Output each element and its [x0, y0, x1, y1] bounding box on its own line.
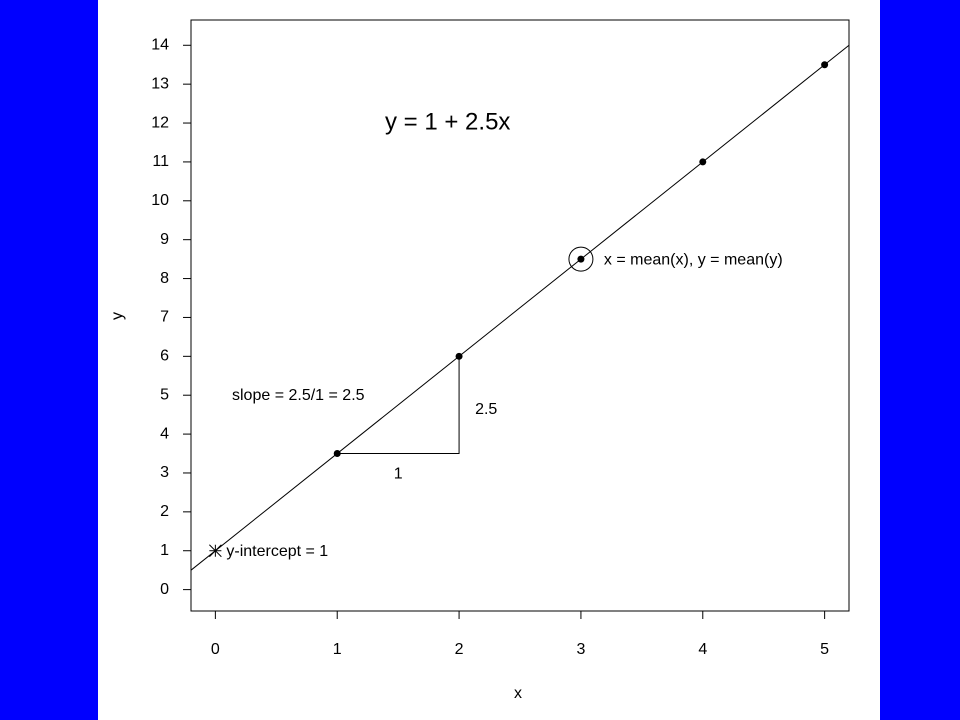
intercept-marker — [209, 544, 222, 558]
equation: y = 1 + 2.5x — [385, 108, 510, 135]
y-tick-label: 1 — [160, 542, 169, 559]
side-band — [880, 0, 960, 720]
y-tick-label: 2 — [160, 503, 169, 520]
x-tick-label: 1 — [333, 641, 342, 658]
y-tick-label: 11 — [152, 153, 169, 170]
x-tick-label: 2 — [455, 641, 464, 658]
y-tick-label: 8 — [160, 270, 169, 287]
intercept-label: y-intercept = 1 — [226, 543, 328, 560]
x-tick-label: 4 — [698, 641, 707, 658]
point — [577, 255, 585, 263]
mean-marker — [568, 246, 594, 272]
y-tick-label: 10 — [151, 192, 169, 209]
y-tick-label: 4 — [160, 425, 169, 442]
y-tick-label: 3 — [160, 464, 169, 481]
x-tick-label: 3 — [576, 641, 585, 658]
regression-line — [190, 44, 850, 571]
point — [699, 158, 707, 166]
y-tick-label: 13 — [151, 75, 169, 92]
point — [821, 61, 829, 69]
point — [333, 450, 341, 458]
y-tick-label: 6 — [160, 348, 169, 365]
run-label: 1 — [394, 466, 403, 483]
y-tick-label: 9 — [160, 231, 169, 248]
rise-label: 2.5 — [475, 401, 497, 418]
slope-label: slope = 2.5/1 = 2.5 — [232, 387, 365, 404]
point — [455, 352, 463, 360]
slope-triangle — [337, 356, 460, 455]
y-tick-label: 0 — [160, 581, 169, 598]
y-tick-label: 5 — [160, 386, 169, 403]
star-stroke — [209, 544, 222, 558]
x-axis-label: x — [514, 685, 522, 702]
y-axis-label: y — [109, 312, 126, 320]
y-tick-label: 7 — [160, 309, 169, 326]
side-band — [0, 0, 98, 720]
y-tick-label: 14 — [151, 36, 169, 53]
mean-label: x = mean(x), y = mean(y) — [604, 251, 783, 268]
x-tick-label: 5 — [820, 641, 829, 658]
x-tick-label: 0 — [211, 641, 220, 658]
y-tick-label: 12 — [151, 114, 169, 131]
slide — [98, 0, 880, 720]
